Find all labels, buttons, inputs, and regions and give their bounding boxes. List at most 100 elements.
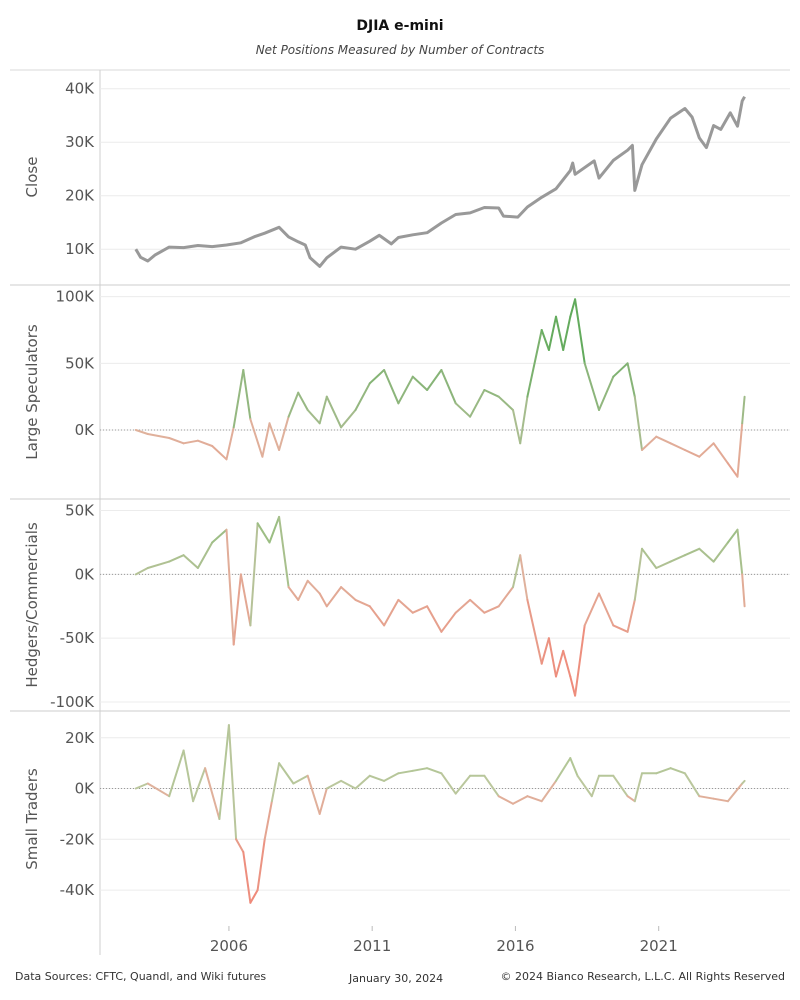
series-segment — [325, 779, 343, 790]
series-segment — [325, 395, 343, 429]
series-segment — [263, 800, 273, 841]
series-segment — [232, 369, 245, 429]
series-segment — [712, 442, 729, 465]
series-segment — [134, 782, 149, 790]
series-segment — [454, 774, 472, 795]
series-segment — [555, 649, 565, 678]
series-segment — [574, 298, 586, 365]
series-segment — [225, 528, 235, 646]
series-segment — [168, 437, 185, 445]
series-segment — [261, 422, 271, 458]
series-segment — [397, 598, 414, 614]
series-segment — [469, 389, 486, 418]
series-segment — [669, 767, 686, 775]
y-tick-label: 20K — [65, 187, 95, 205]
footer-sources: Data Sources: CFTC, Quandl, and Wiki fut… — [15, 970, 267, 983]
series-segment — [454, 598, 472, 614]
series-segment — [325, 586, 343, 608]
x-tick-label: 2016 — [496, 937, 534, 955]
series-segment — [683, 772, 701, 798]
series-segment — [182, 439, 199, 445]
series-segment — [256, 522, 271, 544]
series-segment — [483, 389, 500, 398]
series-segment — [242, 851, 252, 904]
series-segment — [256, 838, 266, 892]
y-tick-label: -50K — [60, 629, 95, 647]
series-segment — [669, 442, 686, 451]
chart-title: DJIA e-mini — [356, 18, 444, 34]
series-segment — [168, 749, 185, 798]
series-segment — [227, 724, 238, 841]
series-segment — [483, 774, 500, 798]
series-segment — [397, 375, 414, 405]
y-tick-label: 10K — [65, 240, 95, 258]
series-segment — [192, 767, 207, 803]
y-tick-label: 0K — [75, 565, 96, 583]
series-segment — [182, 749, 195, 803]
series-segment — [633, 395, 643, 451]
series-segment — [598, 375, 615, 411]
footer-date: January 30, 2024 — [349, 972, 444, 985]
series-segment — [741, 395, 746, 425]
y-tick-label: 0K — [75, 780, 96, 798]
series-segment — [268, 422, 281, 451]
series-segment — [583, 592, 600, 627]
series-segment — [626, 362, 636, 398]
series-segment — [242, 369, 252, 421]
series-segment — [655, 560, 672, 569]
series-segment — [168, 554, 185, 563]
series-segment — [211, 528, 228, 544]
chart-area: 10K 20K 30K 40K Close 0K 50K 100K Large Speculat… — [10, 69, 790, 955]
series-segment — [292, 774, 309, 785]
series-segment — [383, 772, 400, 782]
y-tick-label: 50K — [65, 354, 95, 372]
panel-label-3: Small Traders — [23, 768, 41, 870]
series-segment — [196, 439, 214, 447]
series-segment — [270, 762, 281, 803]
series-segment — [741, 779, 746, 785]
series-segment — [440, 772, 457, 795]
series-segment — [736, 528, 744, 576]
series-segment — [519, 395, 529, 445]
series-segment — [698, 442, 715, 458]
series-segment — [318, 787, 328, 815]
series-segment — [590, 774, 600, 798]
series-segment — [440, 611, 457, 633]
series-segment — [583, 362, 600, 411]
series-segment — [383, 369, 400, 405]
series-segment — [134, 567, 149, 576]
series-segment — [683, 449, 701, 458]
series-segment — [232, 573, 242, 646]
series-segment — [306, 409, 321, 425]
y-tick-label: -40K — [60, 881, 95, 899]
series-segment — [641, 435, 658, 451]
series-segment — [340, 409, 357, 429]
series-segment — [512, 795, 529, 805]
series-segment — [383, 598, 400, 627]
series-segment — [146, 433, 171, 439]
series-segment — [547, 315, 557, 351]
y-tick-label: 20K — [65, 729, 95, 747]
series-segment — [526, 329, 543, 398]
series-segment — [555, 315, 565, 351]
series-segment — [368, 605, 386, 627]
series-segment — [497, 795, 514, 805]
series-segment — [426, 369, 443, 391]
series-segment — [569, 757, 579, 777]
series-segment — [512, 554, 522, 589]
series-segment — [426, 767, 443, 775]
series-segment — [540, 637, 550, 665]
series-segment — [249, 889, 259, 904]
series-segment — [669, 554, 686, 563]
y-tick-label: 100K — [56, 288, 96, 306]
series-segment — [576, 774, 593, 798]
series-segment — [683, 547, 701, 557]
series-segment — [196, 541, 214, 569]
panel-label-0: Close — [23, 157, 41, 198]
series-segment — [239, 573, 252, 627]
series-segment — [287, 391, 300, 418]
y-tick-label: 40K — [65, 80, 95, 98]
series-segment — [574, 624, 586, 697]
y-tick-label: -100K — [50, 693, 95, 711]
series-segment — [278, 762, 295, 785]
